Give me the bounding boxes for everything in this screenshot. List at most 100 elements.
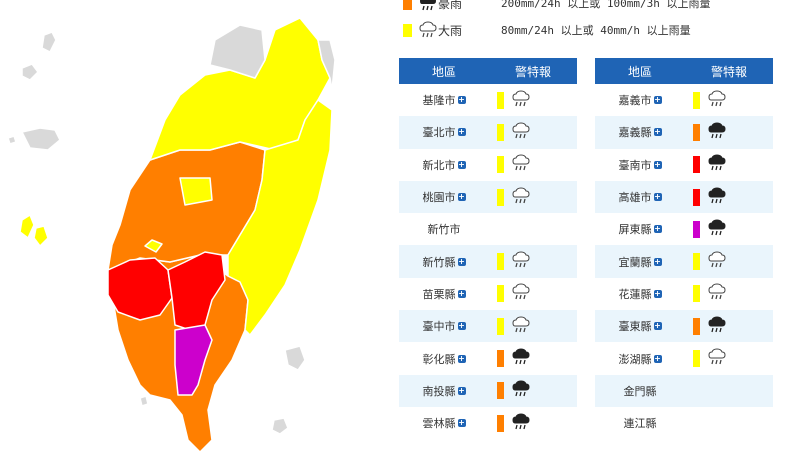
table-row: 嘉義市 + xyxy=(595,84,773,116)
warning-cell xyxy=(685,316,773,337)
expand-plus-icon[interactable]: + xyxy=(457,321,466,331)
warning-level-swatch xyxy=(497,317,504,335)
map-island-liuqiu xyxy=(139,395,149,407)
rain-icon xyxy=(511,316,531,337)
region-name: 新竹縣 xyxy=(422,255,456,269)
warning-level-swatch xyxy=(497,350,504,368)
region-name-link[interactable]: 嘉義市 + xyxy=(595,92,685,108)
table-row: 新竹縣 + xyxy=(399,245,577,278)
expand-plus-icon[interactable]: + xyxy=(457,385,466,395)
map-region-unwarned[interactable] xyxy=(209,24,266,79)
rain-icon xyxy=(419,21,437,38)
header-warning: 警特報 xyxy=(514,64,551,79)
warning-level-swatch xyxy=(693,156,700,174)
region-name-link[interactable]: 臺南市 + xyxy=(595,157,685,173)
region-name-link[interactable]: 宜蘭縣 + xyxy=(595,254,685,270)
map-region-pingtung[interactable] xyxy=(174,324,213,396)
region-name-link[interactable]: 基隆市 + xyxy=(399,92,489,108)
region-name-link[interactable]: 臺北市 + xyxy=(399,124,489,140)
heavy-rain-icon xyxy=(707,219,727,240)
warning-level-swatch xyxy=(693,285,700,303)
warning-cell xyxy=(489,348,577,369)
region-name-link[interactable]: 新竹縣 + xyxy=(399,254,489,270)
expand-plus-icon[interactable]: + xyxy=(653,159,662,169)
region-name-link[interactable]: 彰化縣 + xyxy=(399,351,489,367)
expand-plus-icon[interactable]: + xyxy=(457,95,466,105)
warning-cell xyxy=(489,187,577,208)
warning-cell xyxy=(685,283,773,304)
expand-plus-icon[interactable]: + xyxy=(457,418,466,428)
table-row: 苗栗縣 + xyxy=(399,278,577,310)
expand-plus-icon[interactable]: + xyxy=(457,127,466,137)
warning-level-swatch xyxy=(693,350,700,368)
region-name-link[interactable]: 臺東縣 + xyxy=(595,318,685,334)
map-island-green xyxy=(284,345,306,371)
region-name-link[interactable]: 苗栗縣 + xyxy=(399,286,489,302)
region-name-link[interactable]: 嘉義縣 + xyxy=(595,124,685,140)
warning-cell xyxy=(489,154,577,175)
expand-plus-icon[interactable]: + xyxy=(653,127,662,137)
expand-plus-icon[interactable]: + xyxy=(653,256,662,266)
region-name: 臺中市 xyxy=(422,320,456,334)
rain-icon xyxy=(511,90,531,111)
region-name-link[interactable]: 金門縣 xyxy=(595,383,685,399)
table-row: 新竹市 xyxy=(399,213,577,245)
region-name: 嘉義市 xyxy=(618,94,652,108)
expand-plus-icon[interactable]: + xyxy=(457,256,466,266)
map-island-orchid xyxy=(271,417,289,435)
region-name: 臺北市 xyxy=(422,126,456,140)
expand-plus-icon[interactable]: + xyxy=(653,224,662,234)
warning-cell xyxy=(685,187,773,208)
region-name-link[interactable]: 花蓮縣 + xyxy=(595,286,685,302)
heavy-rain-icon xyxy=(707,122,727,143)
region-name-link[interactable]: 新竹市 xyxy=(399,221,489,237)
expand-plus-icon[interactable]: + xyxy=(457,288,466,298)
warning-cell xyxy=(489,251,577,272)
expand-plus-icon[interactable]: + xyxy=(653,192,662,202)
table-rows: 基隆市 + 臺北市 + 新北市 + 桃園市 + 新竹市 新竹縣 + 苗栗縣 + 臺中市 + 彰化縣 + 南投縣 + 雲… xyxy=(399,84,577,439)
expand-plus-icon[interactable]: + xyxy=(457,192,466,202)
region-name-link[interactable]: 臺中市 + xyxy=(399,318,489,334)
map-region-hsinchu[interactable] xyxy=(179,177,213,206)
rain-icon xyxy=(707,90,727,111)
header-region: 地區 xyxy=(627,64,652,79)
map-region-unwarned-east[interactable] xyxy=(317,39,336,91)
expand-plus-icon[interactable]: + xyxy=(653,321,662,331)
map-region-kaohsiung[interactable] xyxy=(167,251,226,331)
legend-swatch xyxy=(403,23,412,37)
region-name-link[interactable]: 高雄市 + xyxy=(595,189,685,205)
expand-plus-icon[interactable]: + xyxy=(653,95,662,105)
expand-plus-icon[interactable]: + xyxy=(653,353,662,363)
warning-level-swatch xyxy=(497,382,504,400)
region-name-link[interactable]: 南投縣 + xyxy=(399,383,489,399)
warning-level-swatch xyxy=(497,253,504,271)
table-row: 臺中市 + xyxy=(399,310,577,343)
table-header: 地區 警特報 xyxy=(595,58,773,84)
expand-plus-icon[interactable]: + xyxy=(653,288,662,298)
rain-icon xyxy=(707,251,727,272)
region-name-link[interactable]: 雲林縣 + xyxy=(399,415,489,431)
map-region-tainan[interactable] xyxy=(107,257,173,321)
table-row: 臺北市 + xyxy=(399,116,577,149)
warning-table-left: 地區 警特報 基隆市 + 臺北市 + 新北市 + 桃園市 + 新竹市 新竹縣 + 苗栗縣 + 臺中市 + 彰化… xyxy=(399,58,577,439)
map-region-east[interactable] xyxy=(227,99,333,336)
warning-level-swatch xyxy=(693,91,700,109)
map-region-chiayi-city[interactable] xyxy=(144,239,163,253)
region-name-link[interactable]: 澎湖縣 + xyxy=(595,351,685,367)
table-row: 桃園市 + xyxy=(399,180,577,214)
region-name: 屏東縣 xyxy=(618,223,652,237)
table-row: 嘉義縣 + xyxy=(595,116,773,149)
heavy-rain-icon xyxy=(707,316,727,337)
legend-label: 豪雨 xyxy=(438,0,463,11)
table-row: 南投縣 + xyxy=(399,374,577,407)
region-name: 雲林縣 xyxy=(422,417,456,431)
region-name-link[interactable]: 連江縣 xyxy=(595,415,685,431)
region-name-link[interactable]: 桃園市 + xyxy=(399,189,489,205)
region-name-link[interactable]: 新北市 + xyxy=(399,157,489,173)
warning-cell xyxy=(489,380,577,401)
expand-plus-icon[interactable]: + xyxy=(457,353,466,363)
rain-icon xyxy=(511,283,531,304)
region-name-link[interactable]: 屏東縣 + xyxy=(595,221,685,237)
expand-plus-icon[interactable]: + xyxy=(457,159,466,169)
table-row: 臺東縣 + xyxy=(595,310,773,343)
